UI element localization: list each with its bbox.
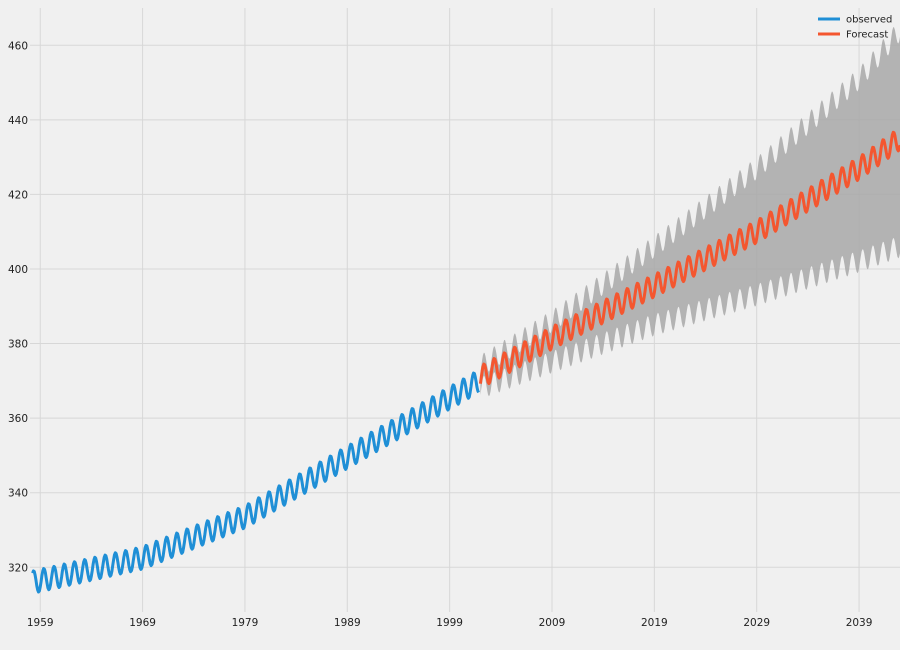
- legend: observed Forecast: [818, 15, 892, 41]
- x-tick-label: 1999: [436, 617, 463, 629]
- y-tick-label: 380: [8, 339, 28, 351]
- x-tick-label: 2009: [539, 617, 566, 629]
- legend-label: Forecast: [846, 30, 888, 41]
- grid: [30, 8, 900, 612]
- series-layer: [31, 130, 900, 594]
- x-tick-label: 1959: [27, 617, 54, 629]
- y-tick-label: 320: [8, 562, 28, 574]
- y-tick-label: 340: [8, 488, 28, 500]
- forecast-confidence-band: [480, 27, 900, 397]
- series-line-observed: [31, 371, 480, 594]
- x-tick-label: 1989: [334, 617, 361, 629]
- y-tick-label: 440: [8, 115, 28, 127]
- y-tick-label: 400: [8, 264, 28, 276]
- x-tick-label: 2029: [743, 617, 770, 629]
- y-tick-label: 420: [8, 189, 28, 201]
- confidence-band-layer: [480, 27, 900, 397]
- x-tick-label: 1979: [232, 617, 259, 629]
- series-line-forecast: [478, 130, 900, 386]
- axis-tick-labels: 320 340 360 380 400 420 440 460 1959 1969 1979 1989…: [8, 40, 872, 629]
- y-tick-label: 460: [8, 40, 28, 52]
- y-tick-label: 360: [8, 413, 28, 425]
- x-tick-label: 2039: [846, 617, 873, 629]
- legend-label: observed: [846, 15, 892, 26]
- x-tick-label: 1969: [129, 617, 156, 629]
- x-tick-label: 2019: [641, 617, 668, 629]
